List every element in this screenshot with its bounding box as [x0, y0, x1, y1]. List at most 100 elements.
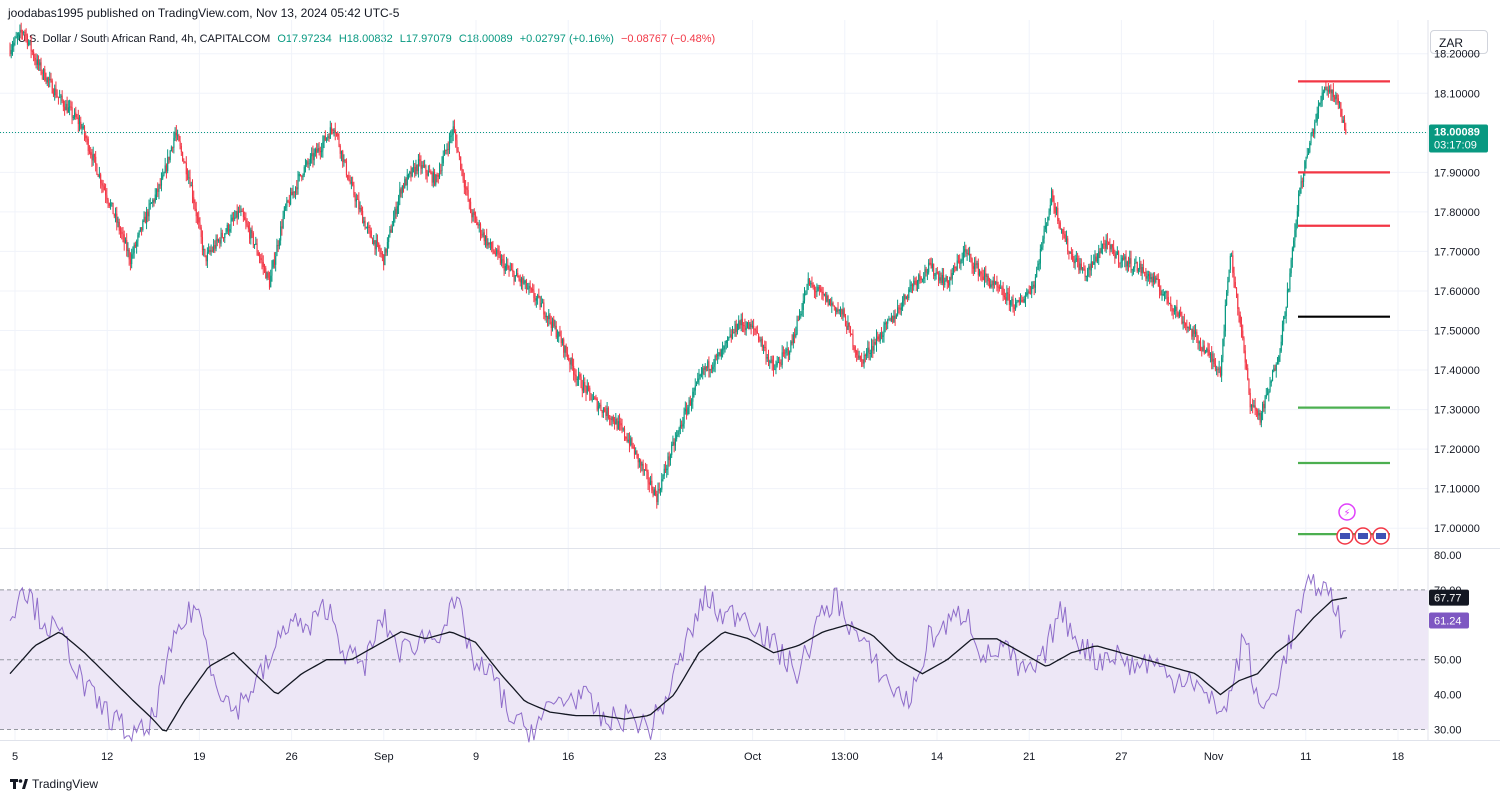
candle-body: [1274, 368, 1276, 371]
candle-body: [407, 174, 410, 176]
rsi-pane: 80.00 70.00 50.00 40.00 30.00 67.77 61.24: [0, 550, 1469, 743]
candle-body: [354, 195, 356, 202]
candle-body: [1119, 262, 1121, 264]
candle-body: [249, 228, 251, 239]
candle-body: [784, 352, 786, 354]
candle-body: [684, 408, 686, 412]
candle-body: [504, 265, 506, 271]
candle-body: [1208, 349, 1210, 356]
currency-selector[interactable]: ZAR: [1430, 30, 1488, 54]
candle-body: [705, 366, 708, 368]
candle-body: [470, 201, 472, 213]
candle-body: [1202, 345, 1204, 352]
candle-body: [1137, 269, 1140, 272]
candle-body: [1043, 229, 1045, 239]
candle-body: [123, 234, 125, 244]
candle-body: [235, 211, 237, 218]
candle-body: [1329, 89, 1331, 92]
candle-body: [583, 382, 585, 391]
candle-body: [254, 244, 256, 246]
candle-body: [1306, 154, 1308, 157]
candle-body: [709, 369, 711, 371]
candle-body: [44, 69, 46, 81]
candle-body: [1128, 261, 1130, 264]
symbol-name[interactable]: U.S. Dollar / South African Rand, 4h, CA…: [18, 33, 271, 45]
candle-body: [934, 274, 936, 276]
candle-body: [1178, 311, 1181, 317]
candle-body: [1006, 292, 1008, 301]
candle-body: [1291, 248, 1293, 261]
candle-body: [1315, 121, 1317, 123]
candle-body: [1152, 276, 1154, 283]
candle-body: [1024, 295, 1027, 300]
candle-body: [565, 345, 567, 354]
candle-body: [1262, 403, 1264, 413]
candle-body: [153, 200, 155, 202]
candle-body: [472, 212, 474, 218]
candle-body: [1001, 287, 1003, 289]
candle-body: [432, 172, 434, 183]
candle-body: [338, 136, 340, 146]
candle-body: [1324, 86, 1326, 92]
candle-body: [100, 174, 102, 184]
candle-body: [528, 285, 530, 289]
candle-body: [611, 416, 613, 420]
candle-body: [1247, 367, 1249, 380]
candle-body: [55, 88, 57, 97]
candle-body: [1042, 238, 1044, 248]
candle-body: [584, 382, 586, 387]
candle-body: [995, 281, 997, 284]
candle-body: [494, 253, 496, 255]
candle-body: [374, 240, 376, 250]
symbol-legend: U.S. Dollar / South African Rand, 4h, CA…: [18, 33, 719, 45]
candle-body: [916, 281, 919, 286]
candle-body: [291, 191, 293, 196]
candle-body: [988, 281, 991, 287]
candle-body: [285, 206, 287, 208]
candle-body: [1146, 276, 1148, 279]
us-flag-icon-3[interactable]: [1372, 527, 1390, 545]
candle-body: [920, 277, 922, 280]
us-flag-icon-2[interactable]: [1354, 527, 1372, 545]
candle-body: [357, 198, 359, 200]
candle-body: [1267, 393, 1269, 395]
candle-body: [191, 185, 194, 198]
us-flag-icon-1[interactable]: [1336, 527, 1354, 545]
candle-body: [925, 269, 927, 273]
candle-body: [420, 160, 422, 169]
event-badges[interactable]: ⚡: [1336, 503, 1390, 545]
candle-body: [1051, 190, 1053, 205]
tradingview-logo[interactable]: TradingView: [10, 777, 98, 791]
candle-body: [172, 147, 174, 149]
candle-body: [915, 280, 917, 286]
candle-body: [72, 116, 74, 118]
rsi-tick-0: 80.00: [1434, 550, 1462, 562]
candle-body: [200, 227, 202, 238]
candle-body: [549, 314, 551, 322]
candle-body: [563, 339, 565, 353]
candle-body: [1214, 364, 1217, 370]
candle-body: [77, 117, 79, 125]
candle-body: [178, 135, 180, 142]
candle-body: [386, 242, 388, 253]
candle-body: [149, 203, 151, 205]
candle-body: [990, 284, 992, 287]
candle-body: [385, 248, 387, 253]
flash-event-icon[interactable]: [1338, 503, 1356, 521]
candle-body: [337, 133, 339, 137]
candle-body: [219, 239, 221, 244]
candle-body: [152, 200, 154, 203]
candle-body: [457, 150, 459, 153]
candle-body: [832, 303, 834, 306]
candle-body: [893, 315, 895, 322]
candle-body: [514, 275, 516, 281]
candle-body: [1188, 326, 1190, 330]
candle-body: [1216, 369, 1218, 371]
candle-body: [1244, 350, 1246, 363]
candle-body: [332, 129, 334, 132]
candle-body: [124, 240, 127, 244]
candle-body: [913, 280, 915, 287]
candle-body: [663, 468, 665, 476]
candle-body: [609, 418, 611, 420]
